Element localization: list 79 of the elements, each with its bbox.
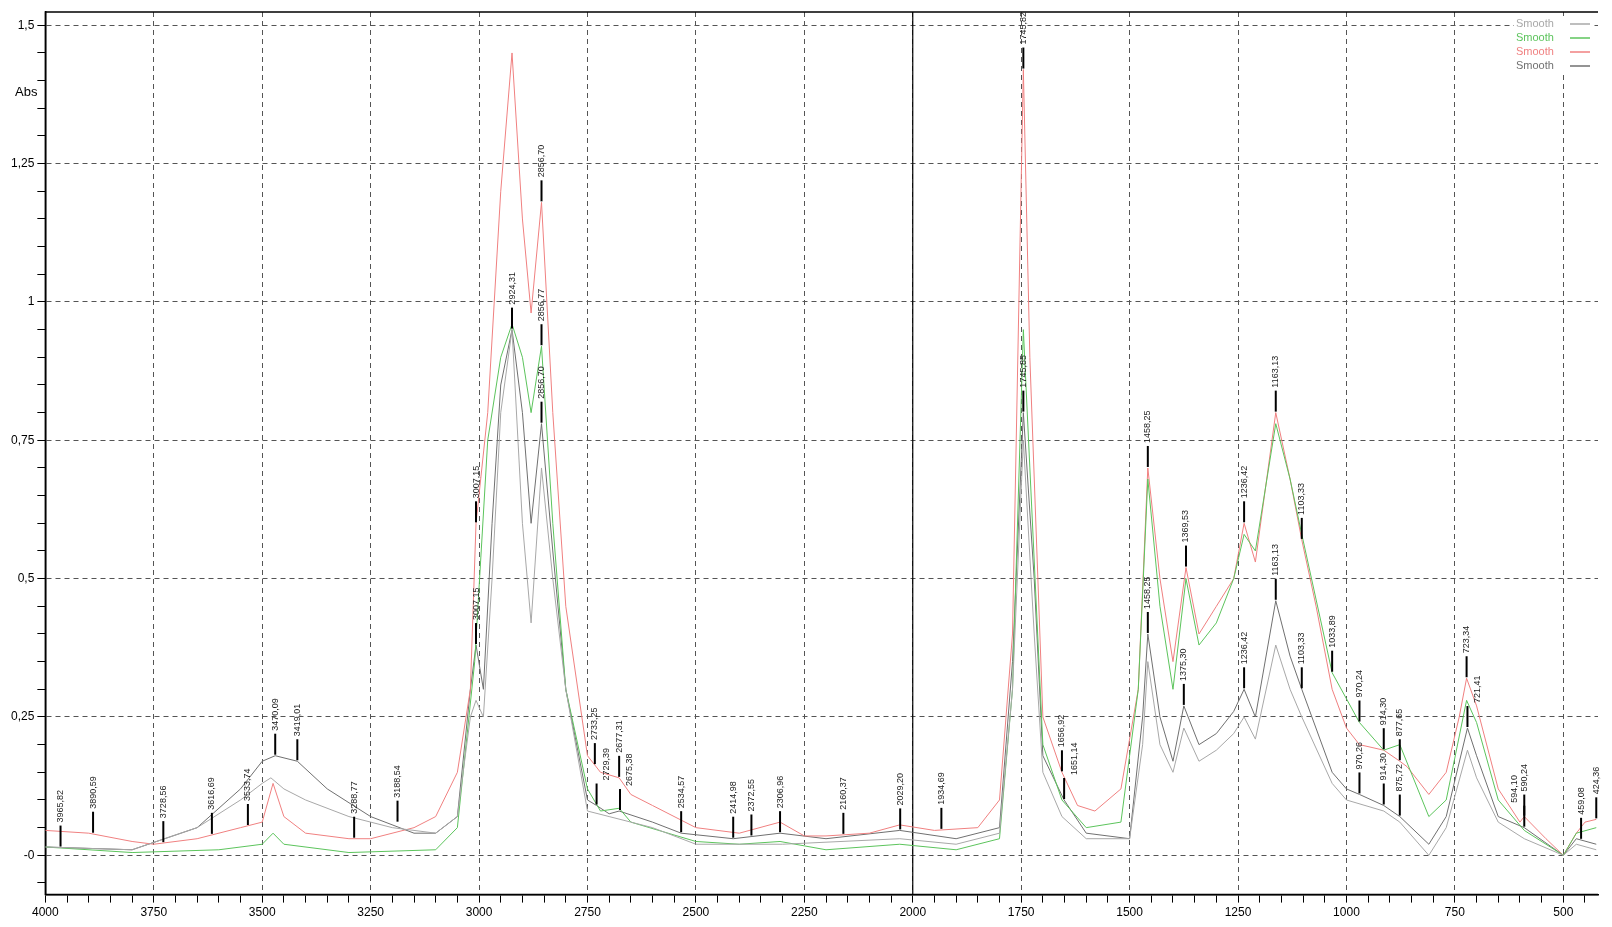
annotation: 2856,70	[535, 366, 546, 399]
annotation: 2677,31	[613, 720, 624, 753]
x-tick-label: 1000	[1333, 905, 1361, 920]
x-tick-label: 4000	[32, 905, 60, 920]
annotation: 877,65	[1394, 708, 1405, 737]
annotation: 3470,09	[269, 698, 280, 731]
annotation: 3533,74	[242, 768, 253, 801]
annotation: 3007,15	[470, 587, 481, 621]
annotation: 1458,25	[1142, 576, 1153, 609]
annotation: 1369,53	[1180, 510, 1191, 543]
annotation: 1163,13	[1270, 543, 1281, 576]
legend-label: Smooth	[1516, 59, 1554, 72]
annotation: 2160,37	[837, 777, 848, 810]
annotation: 914,30	[1378, 752, 1389, 781]
x-tick-label: 3250	[357, 905, 385, 920]
x-tick-label: 1750	[1007, 905, 1035, 920]
x-tick-label: 1250	[1224, 905, 1252, 920]
annotation: 721,41	[1471, 675, 1482, 704]
annotation: 2306,96	[774, 775, 785, 809]
y-tick-label: 0,75	[11, 432, 35, 447]
annotation: 2414,98	[727, 781, 738, 814]
legend-label: Smooth	[1516, 31, 1554, 44]
x-tick-label: 3500	[248, 905, 276, 920]
annotation: 2856,70	[535, 144, 546, 178]
annotation: 2675,38	[624, 753, 635, 787]
y-tick-label: 0,5	[17, 570, 35, 585]
annotation: 1033,89	[1326, 615, 1337, 648]
x-tick-label: 2250	[790, 905, 818, 920]
annotation: 590,24	[1518, 764, 1529, 792]
annotation: 1103,33	[1296, 483, 1307, 515]
annotation: 3616,69	[206, 777, 217, 810]
y-tick-label: 0,25	[11, 709, 35, 724]
annotation: 3188,54	[392, 765, 402, 798]
annotation: 1745,85	[1017, 355, 1028, 388]
x-tick-label: 750	[1444, 905, 1466, 920]
x-tick-label: 3750	[140, 905, 168, 920]
annotation: 2729,39	[601, 747, 612, 781]
annotation: 1375,30	[1178, 648, 1189, 681]
annotation: 723,34	[1461, 625, 1472, 654]
y-tick-label: 1	[27, 294, 35, 309]
annotation: 2534,57	[675, 775, 686, 809]
y-tick-label: 1,5	[17, 17, 35, 32]
annotation: 1934,69	[935, 772, 946, 805]
x-tick-label: 1500	[1116, 905, 1144, 920]
annotation: 1163,13	[1270, 355, 1281, 388]
x-tick-label: 3000	[465, 905, 493, 920]
annotation: 1236,42	[1238, 465, 1249, 499]
annotation: 3965,82	[55, 790, 66, 823]
x-tick-label: 2500	[682, 905, 710, 920]
annotation: 875,72	[1394, 764, 1405, 792]
legend-label: Smooth	[1516, 17, 1554, 30]
annotation: 3890,59	[87, 776, 98, 809]
annotation: 3419,01	[291, 703, 302, 737]
annotation: 1458,25	[1142, 410, 1153, 443]
annotation: 2924,31	[506, 272, 517, 305]
annotation: 3288,77	[348, 781, 359, 814]
annotation: 1236,42	[1238, 631, 1249, 665]
annotation: 914,30	[1378, 697, 1389, 726]
x-tick-label: 2750	[574, 905, 602, 920]
x-tick-label: 2000	[899, 905, 927, 920]
y-tick-label: -0	[23, 847, 35, 862]
annotation: 459,08	[1575, 787, 1586, 815]
y-tick-label: 1,25	[11, 155, 35, 170]
y-axis-title: Abs	[15, 83, 38, 99]
annotation: 3728,56	[157, 785, 168, 819]
annotation: 970,26	[1353, 741, 1364, 770]
annotation: 2029,20	[894, 772, 905, 806]
annotation: 1103,33	[1296, 632, 1307, 665]
annotation: 3007,15	[470, 465, 481, 499]
annotation: 2733,25	[589, 707, 600, 741]
annotation: 970,24	[1353, 669, 1364, 698]
annotation: 1656,92	[1056, 714, 1067, 748]
annotation: 424,36	[1590, 766, 1601, 795]
annotation: 594,10	[1508, 775, 1519, 803]
annotation: 2856,77	[535, 288, 546, 322]
annotation: 1651,14	[1068, 742, 1079, 775]
legend-label: Smooth	[1516, 45, 1554, 58]
x-tick-label: 500	[1553, 905, 1574, 920]
annotation: 2372,55	[745, 778, 756, 812]
